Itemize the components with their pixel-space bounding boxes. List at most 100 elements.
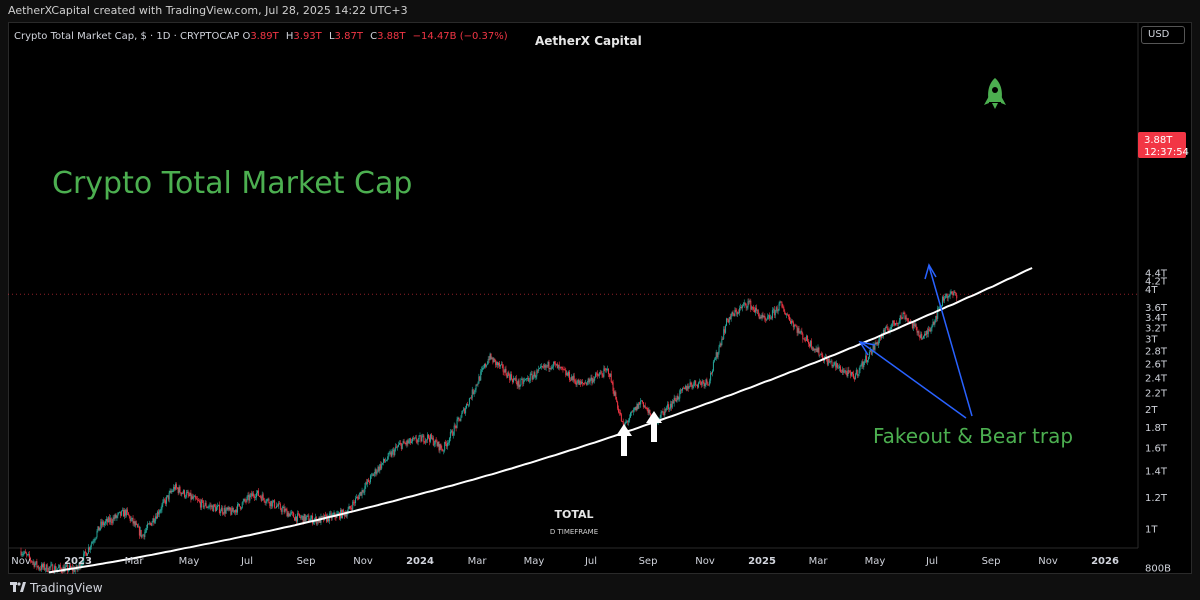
- chart-title: Crypto Total Market Cap: [52, 166, 412, 201]
- candle-body: [670, 403, 672, 408]
- candle-body: [260, 496, 262, 501]
- candle-body: [618, 408, 620, 413]
- candle-body: [616, 399, 618, 403]
- candle-body: [767, 316, 769, 320]
- candle-body: [627, 421, 629, 423]
- candle-body: [460, 417, 462, 421]
- candle-body: [490, 353, 492, 359]
- legend-symbol[interactable]: Crypto Total Market Cap, $ · 1D · CRYPTO…: [14, 31, 240, 42]
- candle-body: [475, 384, 477, 390]
- candle-body: [775, 307, 777, 310]
- candle-body: [356, 497, 358, 498]
- candle-body: [144, 532, 146, 538]
- candle-body: [911, 322, 913, 329]
- candle-body: [127, 512, 129, 516]
- candle-body: [588, 378, 590, 383]
- candle-body: [602, 375, 604, 377]
- candle-body: [849, 370, 851, 373]
- candle-body: [550, 368, 552, 369]
- candle-body: [23, 553, 25, 555]
- fakeout-arrows: [858, 263, 973, 419]
- candle-body: [268, 498, 270, 503]
- candle-body: [436, 442, 438, 446]
- y-tick-label: 3.2T: [1145, 324, 1168, 335]
- candle-body: [693, 383, 695, 387]
- candle-body: [865, 355, 867, 362]
- candle-body: [369, 475, 371, 483]
- candle-body: [629, 417, 631, 421]
- candle-body: [360, 491, 362, 496]
- candle-body: [27, 554, 29, 555]
- watermark-symbol: TOTAL: [554, 508, 593, 521]
- tradingview-brand[interactable]: TradingView: [30, 581, 103, 595]
- candle-body: [544, 364, 546, 368]
- candle-body: [932, 322, 934, 326]
- candle-body: [795, 325, 797, 328]
- candle-body: [37, 566, 39, 568]
- candle-body: [626, 421, 628, 423]
- candle-body: [756, 310, 758, 312]
- x-axis[interactable]: Nov 2023 Mar May Jul Sep Nov 2024 Mar May Jul Sep No…: [11, 556, 1119, 567]
- candle-body: [150, 523, 152, 526]
- candle-body: [117, 513, 119, 516]
- candle-body: [781, 302, 783, 307]
- candle-body: [454, 425, 456, 427]
- candle-body: [774, 309, 776, 316]
- candle-body: [288, 512, 290, 517]
- candle-body: [477, 383, 479, 385]
- candle-body: [702, 381, 704, 383]
- x-tick-label: Jul: [240, 556, 253, 567]
- candle-body: [153, 518, 155, 523]
- candle-body: [388, 453, 390, 454]
- currency-button[interactable]: USD: [1141, 26, 1185, 44]
- candle-body: [174, 484, 176, 490]
- candle-body: [796, 327, 798, 333]
- candle-body: [249, 495, 251, 501]
- candle-body: [182, 493, 184, 494]
- candle-body: [671, 401, 673, 408]
- candle-body: [807, 335, 809, 342]
- candle-body: [178, 487, 180, 493]
- tradingview-logo-icon[interactable]: [10, 582, 26, 592]
- candle-body: [742, 304, 744, 306]
- candle-body: [516, 382, 518, 386]
- candle-body: [728, 317, 730, 323]
- candle-body: [924, 333, 926, 335]
- candle-body: [461, 413, 463, 418]
- candle-body: [216, 507, 218, 512]
- candle-body: [202, 500, 204, 508]
- candle-body: [198, 499, 200, 501]
- candle-body: [351, 508, 353, 510]
- candle-body: [224, 507, 226, 514]
- candle-body: [246, 496, 248, 502]
- candle-body: [870, 349, 872, 355]
- candle-body: [431, 437, 433, 439]
- candle-body: [223, 507, 225, 514]
- candle-body: [335, 516, 337, 518]
- x-tick-label: May: [865, 556, 886, 567]
- candle-body: [88, 547, 90, 550]
- candle-body: [192, 496, 194, 499]
- candle-body: [459, 418, 461, 421]
- chart-frame[interactable]: [8, 22, 1192, 574]
- candle-body: [805, 339, 807, 341]
- candle-body: [31, 561, 33, 563]
- candle-body: [810, 340, 812, 349]
- candle-body: [931, 325, 933, 329]
- candle-body: [596, 373, 598, 376]
- candle-body: [506, 374, 508, 378]
- y-axis[interactable]: 800B 1T 1.2T 1.4T 1.6T 1.8T 2T 2.2T 2.4T 2.6T2.8T…: [1145, 268, 1171, 574]
- candle-body: [352, 501, 354, 510]
- candle-body: [797, 328, 799, 333]
- candle-body: [252, 493, 254, 497]
- candle-body: [450, 430, 452, 432]
- candle-body: [101, 521, 103, 526]
- candle-body: [29, 557, 31, 561]
- candle-body: [884, 327, 886, 333]
- candle-body: [833, 362, 835, 365]
- candle-body: [941, 306, 943, 308]
- candle-body: [831, 361, 833, 367]
- candle-body: [863, 361, 865, 368]
- candle-body: [210, 505, 212, 508]
